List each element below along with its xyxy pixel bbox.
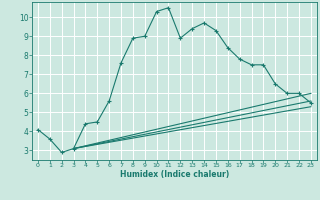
X-axis label: Humidex (Indice chaleur): Humidex (Indice chaleur) — [120, 170, 229, 179]
